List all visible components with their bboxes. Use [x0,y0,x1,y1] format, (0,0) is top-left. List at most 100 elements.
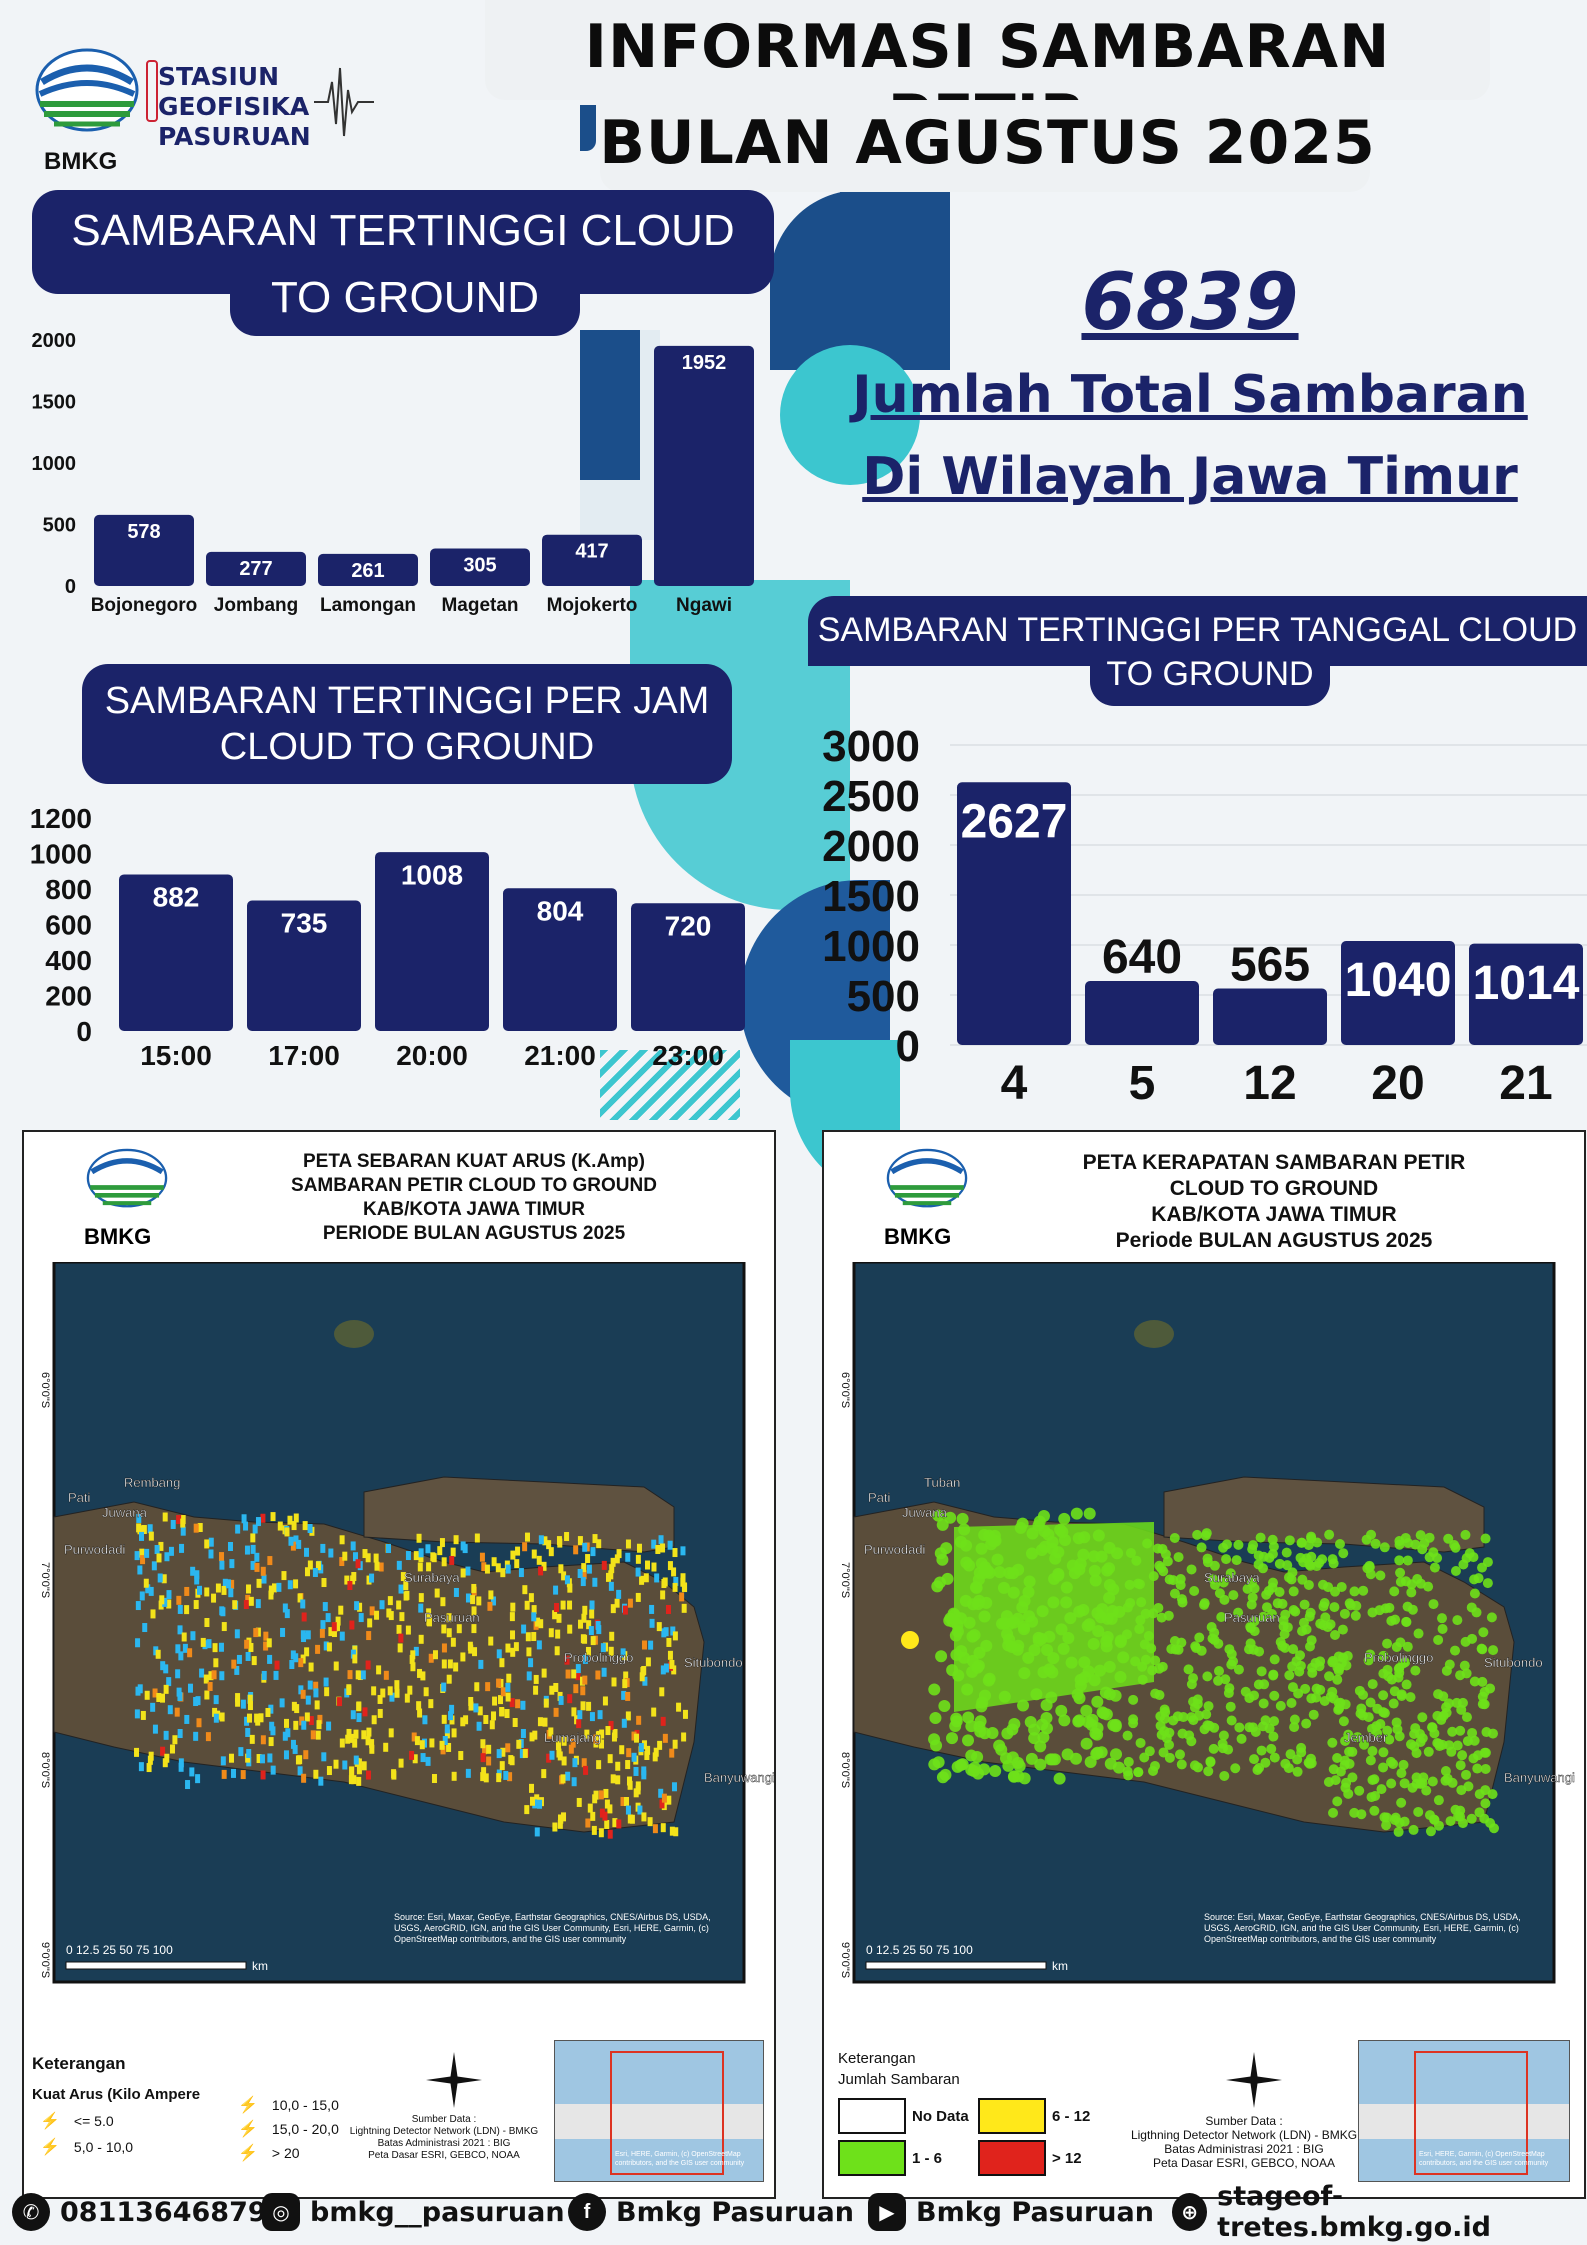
map-title: PETA KERAPATAN SAMBARAN PETIR CLOUD TO G… [1082,1151,1466,1252]
footer-instagram[interactable]: ◎ bmkg__pasuruan [262,2192,565,2232]
strike-marker [591,1825,597,1835]
density-marker [1401,1616,1412,1627]
density-marker [1328,1764,1339,1775]
bar [206,551,306,586]
strike-marker [526,1647,532,1657]
strike-marker [373,1553,379,1563]
facebook-icon: f [568,2193,606,2231]
strike-marker [682,1583,688,1593]
strike-marker [356,1702,362,1712]
density-marker [930,1739,943,1752]
footer-phone[interactable]: ✆ 08113646879 [12,2192,267,2232]
strike-marker [197,1585,203,1595]
strike-marker [486,1756,492,1766]
strike-marker [426,1608,432,1618]
strike-marker [211,1593,217,1603]
density-marker [1486,1612,1497,1623]
main-title-line-2: BULAN AGUSTUS 2025 [599,108,1376,178]
strike-marker [178,1651,184,1661]
strike-marker [139,1531,145,1541]
strike-marker [460,1541,466,1551]
density-marker [1287,1661,1298,1672]
density-marker [1452,1740,1463,1751]
strike-marker [481,1767,487,1777]
strike-marker [328,1627,334,1637]
strike-marker [337,1697,343,1707]
strike-marker [441,1682,447,1692]
strike-marker [567,1694,573,1704]
density-marker [1269,1752,1280,1763]
strike-marker [150,1702,156,1712]
current-strength-map: 111°0'0"E112°0'0"E113°0'0"E114°0'0"E6°0'… [39,1262,774,1984]
strike-marker [549,1750,555,1760]
strike-marker [659,1687,665,1697]
latitude-label: 6°0'0"S [39,1372,51,1408]
strike-marker [644,1560,650,1570]
compass-rose-icon [424,2050,484,2110]
strike-marker [529,1796,535,1806]
strike-marker [590,1636,596,1646]
density-marker [1017,1699,1030,1712]
density-marker [1159,1713,1170,1724]
density-marker [1007,1770,1020,1783]
strike-marker [673,1576,679,1586]
strike-marker [577,1536,583,1546]
strike-marker [168,1546,174,1556]
strike-marker [200,1637,206,1647]
strike-marker [265,1708,271,1718]
strike-marker [405,1551,411,1561]
strike-marker [260,1566,266,1576]
strike-marker [564,1655,570,1665]
strike-marker [418,1548,424,1558]
strike-marker [510,1630,516,1640]
strike-marker [326,1766,332,1776]
density-marker [999,1752,1012,1765]
strike-marker [220,1756,226,1766]
strike-marker [245,1594,251,1604]
footer-website[interactable]: ⊕ stageof-tretes.bmkg.go.id [1172,2181,1587,2243]
density-marker [1202,1553,1213,1564]
footer-facebook[interactable]: f Bmkg Pasuruan [568,2192,854,2232]
density-marker [1216,1611,1227,1622]
density-marker [1244,1693,1255,1704]
strike-marker [616,1549,622,1559]
density-marker [1405,1692,1416,1703]
density-marker [1296,1747,1307,1758]
strike-marker [263,1631,269,1641]
strike-marker [204,1539,210,1549]
density-marker [1344,1746,1355,1757]
density-marker [1037,1731,1050,1744]
density-marker [1441,1707,1452,1718]
density-marker [1480,1763,1491,1774]
strike-marker [592,1794,598,1804]
scale-bar [65,1961,247,1970]
place-label: Purwodadi [864,1542,926,1557]
footer-youtube[interactable]: ▶ Bmkg Pasuruan [868,2192,1154,2232]
strike-marker [300,1689,306,1699]
attribution: Source: Esri, Maxar, GeoEye, Earthstar G… [394,1912,711,1944]
strike-marker [199,1668,205,1678]
strike-marker [208,1671,214,1681]
strike-marker [245,1651,251,1661]
bar [430,548,530,586]
density-marker [1200,1530,1211,1541]
strike-marker [577,1568,583,1578]
category-label: 20:00 [396,1040,468,1071]
strike-marker [584,1729,590,1739]
density-marker [1337,1624,1348,1635]
density-marker [1133,1767,1144,1778]
strike-marker [652,1752,658,1762]
strike-marker [596,1760,602,1770]
place-label: Probolinggo [1364,1650,1433,1665]
y-tick-label: 1000 [32,453,77,475]
density-marker [1378,1707,1389,1718]
density-marker [1275,1700,1286,1711]
density-marker [1285,1749,1296,1760]
strike-marker [307,1560,313,1570]
strike-marker [298,1685,304,1695]
strike-marker [533,1674,539,1684]
strike-marker [245,1753,251,1763]
youtube-handle: Bmkg Pasuruan [916,2196,1154,2228]
density-marker [965,1720,978,1733]
strike-marker [180,1526,186,1536]
